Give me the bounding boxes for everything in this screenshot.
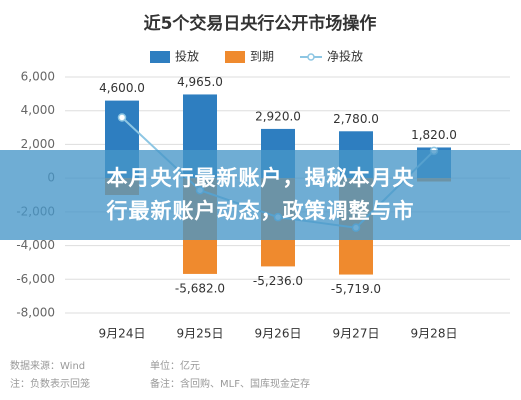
data-label: 1,820.0 [411, 128, 457, 142]
data-label: 2,780.0 [333, 112, 379, 126]
data-label: 2,920.0 [255, 109, 301, 123]
data-label: 4,965.0 [177, 75, 223, 89]
x-tick-label: 9月24日 [99, 327, 146, 341]
note: 备注：含回购、MLF、国库现金定存 [150, 377, 310, 390]
overlay-line: 行最新账户动态，政策调整与市 [106, 199, 415, 223]
data-label: -5,682.0 [175, 281, 225, 295]
legend-swatch [150, 51, 170, 63]
chart-title: 近5个交易日央行公开市场操作 [144, 13, 377, 34]
data-label: -5,719.0 [331, 282, 381, 296]
y-tick-label: 4,000 [21, 103, 55, 117]
x-tick-label: 9月28日 [411, 327, 458, 341]
legend-swatch [307, 53, 315, 61]
y-tick-label: 2,000 [21, 137, 55, 151]
data-label: -5,236.0 [253, 274, 303, 288]
data-label: 4,600.0 [99, 81, 145, 95]
x-tick-label: 9月25日 [177, 327, 224, 341]
y-tick-label: -4,000 [16, 238, 55, 252]
y-tick-label: -6,000 [16, 272, 55, 286]
note: 注：负数表示回笼 [10, 377, 90, 390]
legend-label: 投放 [175, 49, 199, 64]
point [117, 113, 127, 122]
y-tick-label: 6,000 [21, 70, 55, 84]
source: 数据来源：Wind [10, 359, 85, 372]
legend-label: 到期 [250, 50, 274, 64]
overlay-banner: 本月央行最新账户，揭秘本月央 行最新账户动态，政策调整与市 [0, 150, 521, 240]
x-tick-label: 9月26日 [255, 327, 302, 341]
unit: 单位：亿元 [150, 359, 200, 372]
overlay-line: 本月央行最新账户，揭秘本月央 [106, 166, 415, 190]
legend-swatch [225, 51, 245, 63]
x-tick-label: 9月27日 [333, 327, 380, 341]
y-tick-label: -8,000 [16, 306, 55, 320]
legend-label: 净投放 [327, 49, 363, 64]
